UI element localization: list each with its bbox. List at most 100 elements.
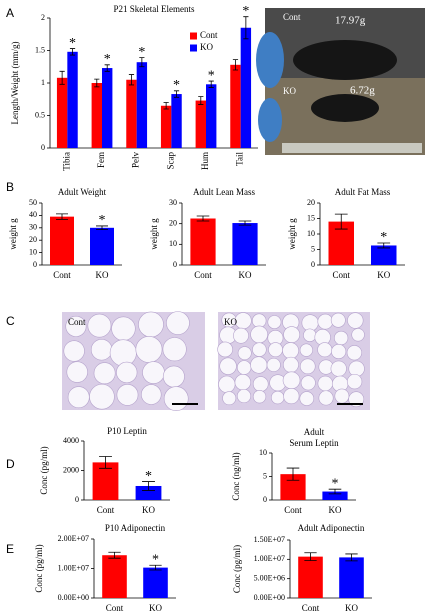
chart-title: Adult Fat Mass [335,187,391,197]
cell [268,342,283,358]
cell [236,388,252,404]
y-axis-label: Conc (ng/ml) [231,452,241,500]
cell [89,383,115,410]
x-tick-label: Cont [302,603,320,613]
error-bar [232,59,239,71]
x-tick-label: Cont [332,270,350,280]
y-tick-label: 0.5 [35,110,45,119]
bar [206,84,217,148]
y-tick-label: 0 [33,260,37,269]
y-tick-label: 1.5 [35,45,45,54]
photo-mouse [311,94,379,122]
panel-label: E [6,542,14,556]
chart-title: Serum Leptin [289,438,339,448]
error-bar [163,102,169,110]
x-tick-label: Cont [97,505,115,515]
error-bar [108,551,121,559]
cell [138,311,164,338]
bar [232,223,258,265]
bar [135,485,162,500]
bar [371,245,397,265]
bar [230,64,241,148]
y-tick-label: 0.00E+00 [58,593,89,602]
bar [195,100,206,148]
bar [67,51,78,148]
y-tick-label: 20 [29,235,37,244]
cell [140,384,162,405]
y-tick-label: 1.50E+07 [254,535,285,544]
significance-marker: * [208,68,215,83]
y-tick-label: 0 [173,260,177,269]
cell [346,373,363,390]
y-tick-label: 0 [75,495,79,504]
error-bar [69,48,76,56]
panel-label: B [6,180,14,194]
histology: Cont KO [62,311,370,412]
bar [126,79,137,148]
cell [116,383,139,406]
cell [282,342,299,360]
x-tick-label: Cont [284,505,302,515]
error-bar [243,16,249,40]
cell [250,325,268,344]
cell [217,341,233,358]
panel-label: A [6,6,14,20]
legend-label: Cont [200,30,218,40]
cell [109,339,137,367]
y-tick-label: 15 [307,213,315,222]
legend-swatch [190,44,197,52]
legend-label: KO [200,42,213,52]
cell [252,342,267,357]
y-tick-label: 40 [29,210,37,219]
x-tick-label: Cont [194,270,212,280]
bar [56,77,68,148]
error-bar [139,57,145,68]
y-tick-label: 20 [169,218,177,227]
error-bar [328,488,342,495]
significance-marker: * [152,552,159,567]
bar [298,556,323,598]
chart-title: Adult [304,427,325,437]
photo-ruler [282,143,422,153]
error-bar [128,74,135,86]
bar [322,491,348,500]
y-axis-label: weight g [287,218,297,250]
cell [93,362,116,385]
y-axis-label: Conc (pg/ml) [39,446,49,494]
photo-object [258,98,282,142]
photo-object [256,32,284,88]
error-bar [345,553,358,562]
significance-marker: * [173,78,180,93]
error-bar [173,90,180,98]
cell [251,313,267,328]
y-tick-label: 2000 [63,465,79,474]
cell [348,360,365,377]
significance-marker: * [242,4,249,19]
cell [234,374,252,391]
significance-marker: * [69,36,76,51]
cell [300,375,316,391]
photo-label: 17.97g [335,15,366,27]
x-tick-label: KO [149,603,162,613]
cell [346,345,363,361]
significance-marker: * [104,52,111,67]
cell [252,390,267,404]
significance-marker: * [380,230,387,245]
cell [282,356,299,373]
cell [299,391,315,406]
cell [234,312,252,330]
cell [163,386,189,412]
cell [116,361,138,384]
x-tick-label: Pelv [131,152,141,169]
cell [270,390,285,405]
cell [299,358,316,375]
y-tick-label: 30 [29,223,37,232]
cell [317,375,334,392]
cell [236,360,252,375]
cell [237,346,252,361]
y-tick-label: 0.00E+00 [254,593,285,602]
cell [222,391,237,406]
cell [162,365,185,388]
x-tick-label: Cont [106,603,124,613]
